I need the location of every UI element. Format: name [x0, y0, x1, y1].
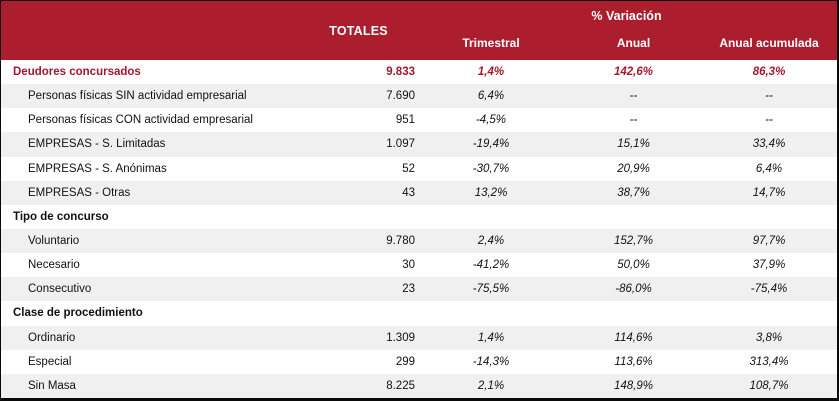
cell-totales: 299 — [395, 355, 415, 368]
cell-anual-acumulada: -- — [765, 114, 773, 127]
cell-totales: 1.309 — [386, 331, 415, 344]
cell-anual-acumulada: 37,9% — [752, 259, 786, 272]
row-label: EMPRESAS - S. Limitadas — [28, 138, 166, 151]
cell-anual: 142,6% — [613, 66, 653, 79]
cell-anual: 20,9% — [617, 162, 650, 175]
table-row: Voluntario 9.780 2,4% 152,7% 97,7% — [1, 228, 837, 254]
cell-anual-acumulada: 3,8% — [755, 331, 783, 344]
table-row: EMPRESAS - S. Limitadas 1.097 -19,4% 15,… — [1, 132, 837, 157]
cell-anual-acumulada: -- — [765, 90, 773, 103]
cell-totales: 951 — [395, 114, 415, 127]
row-label: Sin Masa — [28, 379, 76, 392]
row-label: Consecutivo — [28, 283, 92, 296]
cell-totales: 1.097 — [386, 138, 415, 151]
cell-anual: 38,7% — [617, 186, 650, 199]
cell-anual-acumulada: 86,3% — [752, 66, 786, 79]
variacion-header-group: % Variación Trimestral Anual Anual acumu… — [416, 1, 837, 60]
cell-anual: 50,0% — [617, 259, 650, 272]
cell-anual-acumulada: 6,4% — [755, 162, 783, 175]
cell-trimestral: -30,7% — [472, 162, 510, 175]
column-header-totales: TOTALES — [329, 23, 388, 38]
cell-anual: 152,7% — [613, 235, 653, 248]
cell-anual-acumulada: 313,4% — [749, 355, 789, 368]
row-label: Personas físicas CON actividad empresari… — [28, 114, 253, 127]
header-empty-cell — [1, 1, 301, 60]
table-row: Clase de procedimiento — [1, 301, 837, 326]
column-header-trimestral: Trimestral — [462, 35, 520, 50]
cell-trimestral: 13,2% — [474, 186, 508, 199]
table-row: Especial 299 -14,3% 113,6% 313,4% — [1, 349, 837, 374]
row-label: Tipo de concurso — [13, 210, 109, 223]
row-label: Clase de procedimiento — [13, 307, 143, 320]
cell-totales: 9.780 — [386, 235, 415, 248]
cell-anual: 113,6% — [614, 355, 653, 368]
cell-trimestral: 1,4% — [477, 331, 505, 344]
cell-anual: 148,9% — [613, 379, 653, 392]
cell-totales: 23 — [402, 283, 415, 296]
cell-totales: 30 — [402, 259, 415, 272]
cell-anual: -- — [629, 90, 638, 103]
table-body: Deudores concursados 9.833 1,4% 142,6% 8… — [1, 60, 837, 398]
row-label: EMPRESAS - S. Anónimas — [28, 162, 167, 175]
table-header: TOTALES % Variación Trimestral Anual Anu… — [1, 1, 837, 60]
cell-trimestral: 1,4% — [477, 66, 505, 79]
row-label: Voluntario — [28, 235, 80, 248]
cell-totales: 43 — [402, 186, 415, 199]
cell-trimestral: -75,5% — [472, 283, 510, 296]
row-label: Ordinario — [28, 331, 76, 344]
row-label: EMPRESAS - Otras — [28, 186, 131, 199]
table-row: Sin Masa 8.225 2,1% 148,9% 108,7% — [1, 373, 837, 398]
table-row: Deudores concursados 9.833 1,4% 142,6% 8… — [1, 60, 837, 85]
table-row: Personas físicas CON actividad empresari… — [1, 108, 837, 133]
row-label: Especial — [28, 355, 72, 368]
column-group-header-variacion: % Variación — [591, 9, 662, 23]
table-row: Tipo de concurso — [1, 204, 837, 229]
column-header-anual-acumulada: Anual acumulada — [719, 35, 819, 50]
cell-totales: 8.225 — [386, 379, 415, 392]
cell-anual-acumulada: 14,7% — [752, 186, 786, 199]
cell-anual: 114,6% — [614, 331, 653, 344]
cell-anual-acumulada: 108,7% — [749, 379, 789, 392]
cell-totales: 52 — [402, 162, 415, 175]
cell-trimestral: -19,4% — [472, 138, 510, 151]
table-row: EMPRESAS - Otras 43 13,2% 38,7% 14,7% — [1, 180, 837, 205]
cell-anual: -- — [629, 114, 638, 127]
variacion-subheaders: Trimestral Anual Anual acumulada — [416, 31, 837, 60]
row-label: Necesario — [28, 259, 80, 272]
table-row: Ordinario 1.309 1,4% 114,6% 3,8% — [1, 325, 837, 350]
cell-anual: 15,1% — [617, 138, 650, 151]
cell-trimestral: 6,4% — [477, 90, 505, 103]
cell-anual-acumulada: -75,4% — [750, 283, 788, 296]
cell-trimestral: -41,2% — [472, 259, 510, 272]
row-label: Deudores concursados — [13, 66, 141, 79]
cell-anual: -86,0% — [615, 283, 652, 296]
cell-anual-acumulada: 97,7% — [752, 235, 786, 248]
cell-totales: 9.833 — [386, 66, 415, 79]
row-label: Personas físicas SIN actividad empresari… — [28, 90, 247, 103]
table-row: Necesario 30 -41,2% 50,0% 37,9% — [1, 253, 837, 278]
table-row: Personas físicas SIN actividad empresari… — [1, 84, 837, 109]
table-row: Consecutivo 23 -75,5% -86,0% -75,4% — [1, 277, 837, 302]
cell-totales: 7.690 — [386, 90, 415, 103]
cell-trimestral: 2,4% — [477, 235, 505, 248]
column-header-anual: Anual — [616, 35, 651, 50]
cell-trimestral: -4,5% — [475, 114, 507, 127]
cell-anual-acumulada: 33,4% — [752, 138, 786, 151]
cell-trimestral: -14,3% — [472, 355, 510, 368]
table-row: EMPRESAS - S. Anónimas 52 -30,7% 20,9% 6… — [1, 156, 837, 181]
cell-trimestral: 2,1% — [477, 379, 505, 392]
